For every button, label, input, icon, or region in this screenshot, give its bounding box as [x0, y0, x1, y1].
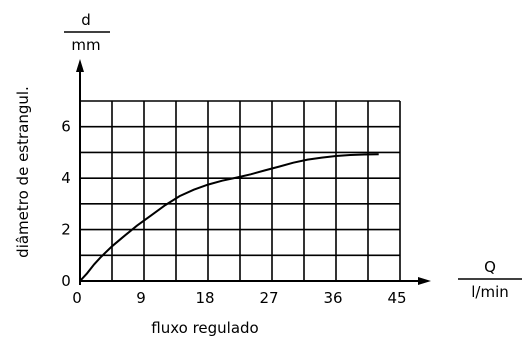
plot-grid — [80, 100, 401, 281]
data-line — [79, 153, 379, 282]
x-tick-label: 45 — [387, 289, 406, 307]
x-tick-labels: 0 9 18 27 36 45 — [72, 289, 406, 307]
y-tick-labels: 0 2 4 6 — [61, 118, 71, 290]
y-tick-label: 4 — [61, 169, 71, 187]
x-tick-label: 36 — [323, 289, 342, 307]
x-tick-label: 27 — [259, 289, 278, 307]
y-unit-numerator: d — [81, 11, 91, 29]
y-tick-label: 2 — [61, 221, 71, 239]
y-unit-denominator: mm — [71, 36, 100, 54]
x-axis-title: fluxo regulado — [151, 319, 258, 337]
x-unit-numerator: Q — [484, 258, 496, 276]
x-tick-label: 18 — [195, 289, 214, 307]
x-tick-label: 9 — [136, 289, 146, 307]
x-axis-arrow — [418, 277, 431, 285]
x-unit-denominator: l/min — [471, 283, 509, 301]
y-tick-label: 6 — [61, 118, 71, 136]
x-tick-label: 0 — [72, 289, 82, 307]
y-tick-label: 0 — [61, 272, 71, 290]
y-axis-arrow — [76, 59, 84, 72]
y-axis-title: diâmetro de estrangul. — [14, 86, 32, 258]
